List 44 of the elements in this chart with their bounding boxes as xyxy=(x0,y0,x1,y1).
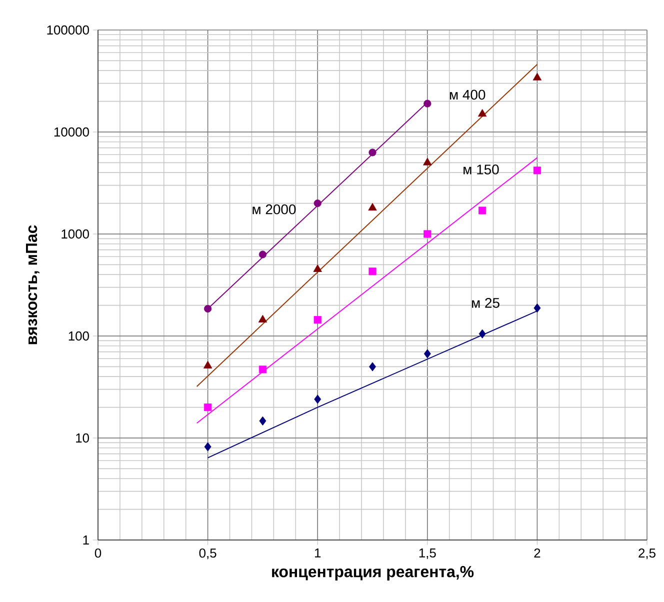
point xyxy=(424,349,431,358)
y-tick-label: 10000 xyxy=(54,127,89,137)
series-label: м 2000 xyxy=(252,204,296,214)
point xyxy=(533,166,541,174)
point xyxy=(258,314,268,322)
y-axis-title: вязкость, мПас xyxy=(26,225,40,344)
point xyxy=(368,202,377,211)
y-tick-label: 1 xyxy=(83,536,89,544)
point xyxy=(532,72,542,80)
point xyxy=(314,316,322,324)
y-tick-label: 10 xyxy=(76,433,89,443)
point xyxy=(259,416,266,426)
point xyxy=(203,360,212,368)
y-tick-label: 1000 xyxy=(62,229,89,239)
x-tick-label: 1 xyxy=(314,548,321,558)
point xyxy=(204,404,212,412)
point xyxy=(424,100,432,108)
x-axis-title: концентрация реагента,% xyxy=(272,566,474,580)
series-label: м 400 xyxy=(450,90,486,100)
point xyxy=(204,442,212,452)
point xyxy=(314,200,322,208)
point xyxy=(478,109,487,117)
point xyxy=(424,230,432,238)
y-tick-label: 100 xyxy=(68,331,89,341)
point xyxy=(313,264,322,272)
point xyxy=(314,394,322,404)
point xyxy=(534,303,541,313)
series-label: м 25 xyxy=(472,298,500,308)
point xyxy=(368,148,376,156)
point xyxy=(204,304,212,313)
point xyxy=(478,329,486,338)
point xyxy=(368,268,376,276)
x-tick-label: 2,5 xyxy=(638,548,656,560)
x-tick-label: 0,5 xyxy=(199,548,216,560)
point xyxy=(369,362,376,372)
point xyxy=(423,158,432,166)
x-tick-label: 0 xyxy=(94,548,102,558)
y-tick-label: 100000 xyxy=(47,25,89,35)
point xyxy=(258,250,266,258)
series-label: м 150 xyxy=(464,164,499,174)
point xyxy=(258,366,266,374)
point xyxy=(478,206,486,214)
x-tick-label: 2 xyxy=(534,548,540,558)
x-tick-label: 1,5 xyxy=(419,548,436,560)
